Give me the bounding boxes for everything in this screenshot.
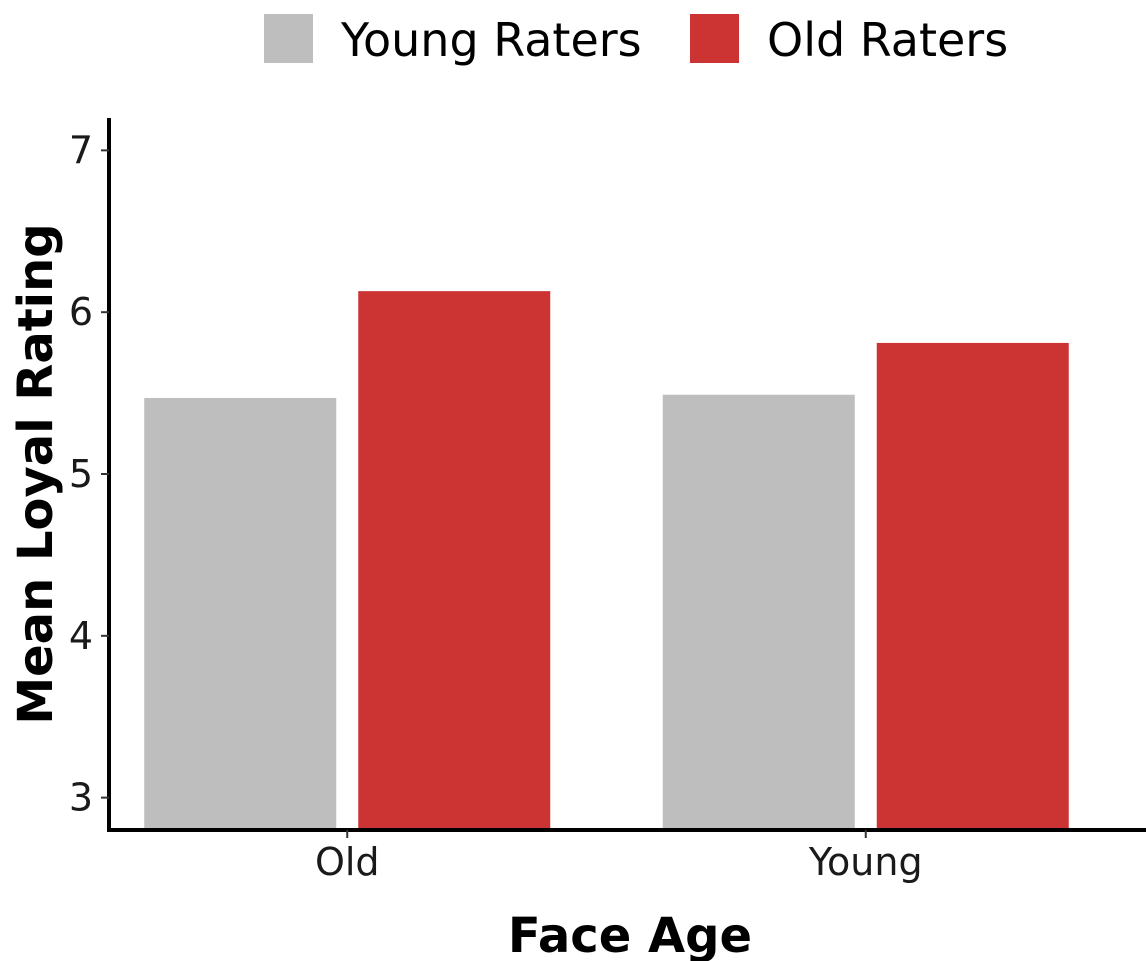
legend-label-old-raters: Old Raters <box>767 13 1008 67</box>
bar-young-young-raters <box>662 394 855 830</box>
y-tick-label: 5 <box>69 452 93 496</box>
y-tick-label: 4 <box>69 614 93 658</box>
axes: 3 4 5 6 7 Old Young <box>69 118 1146 884</box>
x-axis-title: Face Age <box>508 908 752 961</box>
y-tick-label: 7 <box>69 128 93 172</box>
legend-swatch-young-raters <box>264 14 313 63</box>
x-tick-label-old: Old <box>315 840 380 884</box>
y-tick-label: 6 <box>69 290 93 334</box>
bar-old-old-raters <box>358 291 551 830</box>
y-tick-label: 3 <box>69 776 93 820</box>
legend-swatch-old-raters <box>690 14 739 63</box>
x-tick-label-young: Young <box>808 840 923 884</box>
bar-old-young-raters <box>144 397 337 830</box>
bar-young-old-raters <box>876 342 1069 830</box>
bars <box>144 291 1069 830</box>
y-axis-title: Mean Loyal Rating <box>8 223 64 724</box>
legend: Young Raters Old Raters <box>264 13 1008 67</box>
legend-label-young-raters: Young Raters <box>340 13 642 67</box>
